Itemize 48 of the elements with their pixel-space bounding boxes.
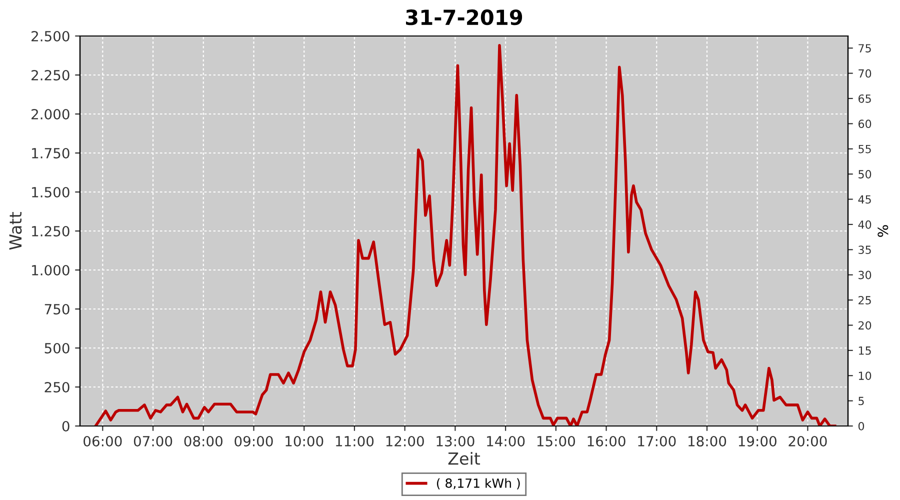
y2-tick-label: 75 [858,44,871,52]
y2-tick-label: 30 [858,270,872,280]
y2-tick-label: 10 [858,372,872,380]
x-tick-label: 08:00 [184,436,222,446]
y-tick-label: 0 [62,420,70,432]
x-tick-label: 13:00 [436,436,474,446]
x-tick-label: 12:00 [386,436,424,446]
x-tick-label: 20:00 [788,436,827,446]
x-tick-label: 15:00 [537,436,575,446]
y-tick-label: 250 [44,382,70,392]
x-tick-label: 18:00 [688,436,726,446]
y2-tick-label: 0 [858,422,864,430]
chart-title: 31-7-2019 [406,9,522,26]
line-series [94,44,836,426]
x-tick-label: 14:00 [487,436,525,446]
y2-tick-label: 15 [858,346,871,355]
x-tick-label: 19:00 [738,436,776,446]
x-tick-label: 17:00 [638,436,676,446]
y2-tick-label: 50 [858,170,872,178]
y2-tick-label: 35 [858,246,871,254]
y2-tick-label: 70 [858,69,872,78]
y-tick-label: 1.500 [32,186,70,198]
y2-tick-label: 25 [858,296,871,304]
x-tick-label: 10:00 [286,436,324,446]
y-tick-label: 1.000 [32,264,70,276]
y-tick-label: 750 [44,304,70,314]
x-tick-label: 07:00 [134,436,172,446]
y-tick-label: 500 [44,342,70,354]
y-tick-label: 1.750 [32,148,70,158]
x-tick-label: 09:00 [234,436,273,446]
y-tick-label: 2.000 [32,108,70,120]
y-tick-label: 2.250 [32,70,70,80]
y2-tick-label: 40 [858,220,872,229]
y2-tick-label: 5 [858,396,864,406]
y2-tick-label: 45 [858,195,871,204]
x-tick-label: 06:00 [84,436,122,446]
y2-axis-title: % [878,225,888,237]
y-tick-label: 1.250 [32,226,70,236]
y-axis-title: Watt [9,212,22,250]
legend-label: ( 8,171 kWh ) [436,478,520,490]
x-tick-label: 11:00 [336,436,374,446]
y2-tick-label: 65 [858,94,871,103]
x-axis-title: Zeit [448,452,480,465]
y2-tick-label: 20 [858,321,872,330]
y2-tick-label: 60 [858,120,872,128]
y-tick-label: 2.500 [32,30,70,42]
x-tick-label: 16:00 [588,436,626,446]
y2-tick-label: 55 [858,144,871,154]
